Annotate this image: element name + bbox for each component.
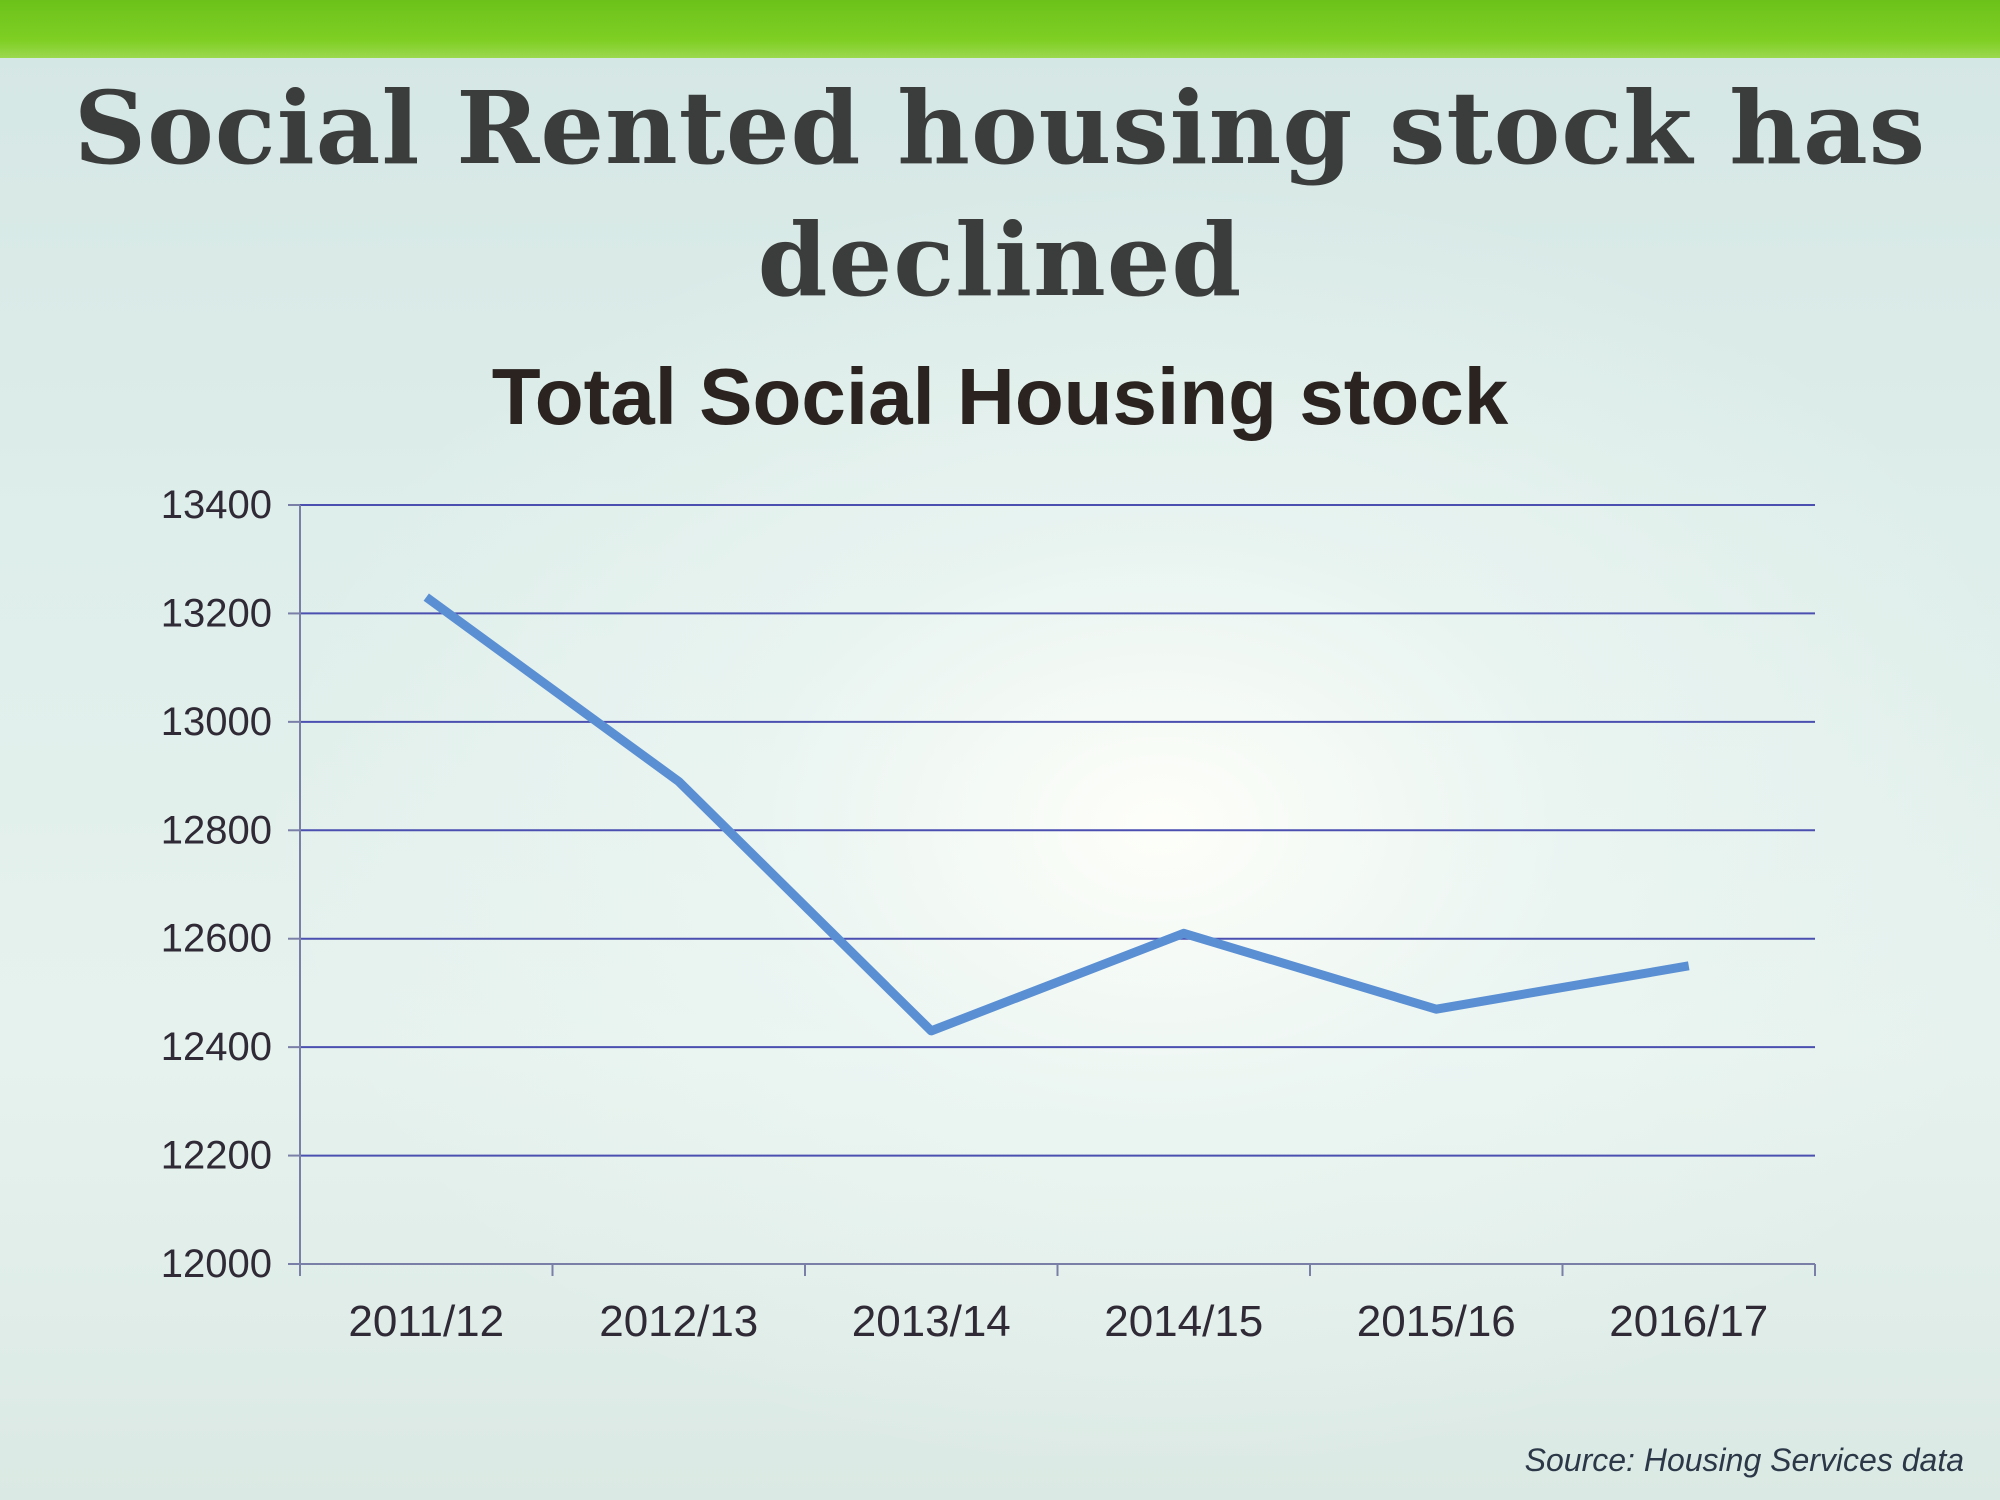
y-tick-label: 12600 [161,917,272,961]
y-tick-label: 13400 [161,483,272,527]
y-tick-label: 13200 [161,591,272,635]
x-tick-label: 2016/17 [1609,1297,1768,1346]
y-tick-label: 12000 [161,1242,272,1286]
x-tick-label: 2012/13 [599,1297,758,1346]
chart-title: Total Social Housing stock [491,352,1509,441]
slide-top-bar [0,0,2000,58]
x-tick-label: 2013/14 [852,1297,1011,1346]
slide-title: Social Rented housing stock has declined [73,69,1927,319]
y-tick-labels: 12000 12200 12400 12600 12800 13000 13200 13400 [161,483,272,1286]
x-tick-label: 2011/12 [348,1297,504,1346]
x-tick-labels: 2011/12 2012/13 2013/14 2014/15 2015/16 2016/… [348,1297,1768,1346]
y-tick-label: 13000 [161,700,272,744]
series-layer [423,593,1690,1036]
gridlines [300,504,1815,1157]
source-note: Source: Housing Services data [1524,1442,1964,1478]
y-tick-label: 12200 [161,1134,272,1178]
y-tick-label: 12800 [161,808,272,852]
axes [288,504,1816,1276]
y-tick-label: 12400 [161,1025,272,1069]
x-tick-label: 2014/15 [1104,1297,1263,1346]
x-tick-label: 2015/16 [1357,1297,1516,1346]
series-line [423,593,1690,1036]
